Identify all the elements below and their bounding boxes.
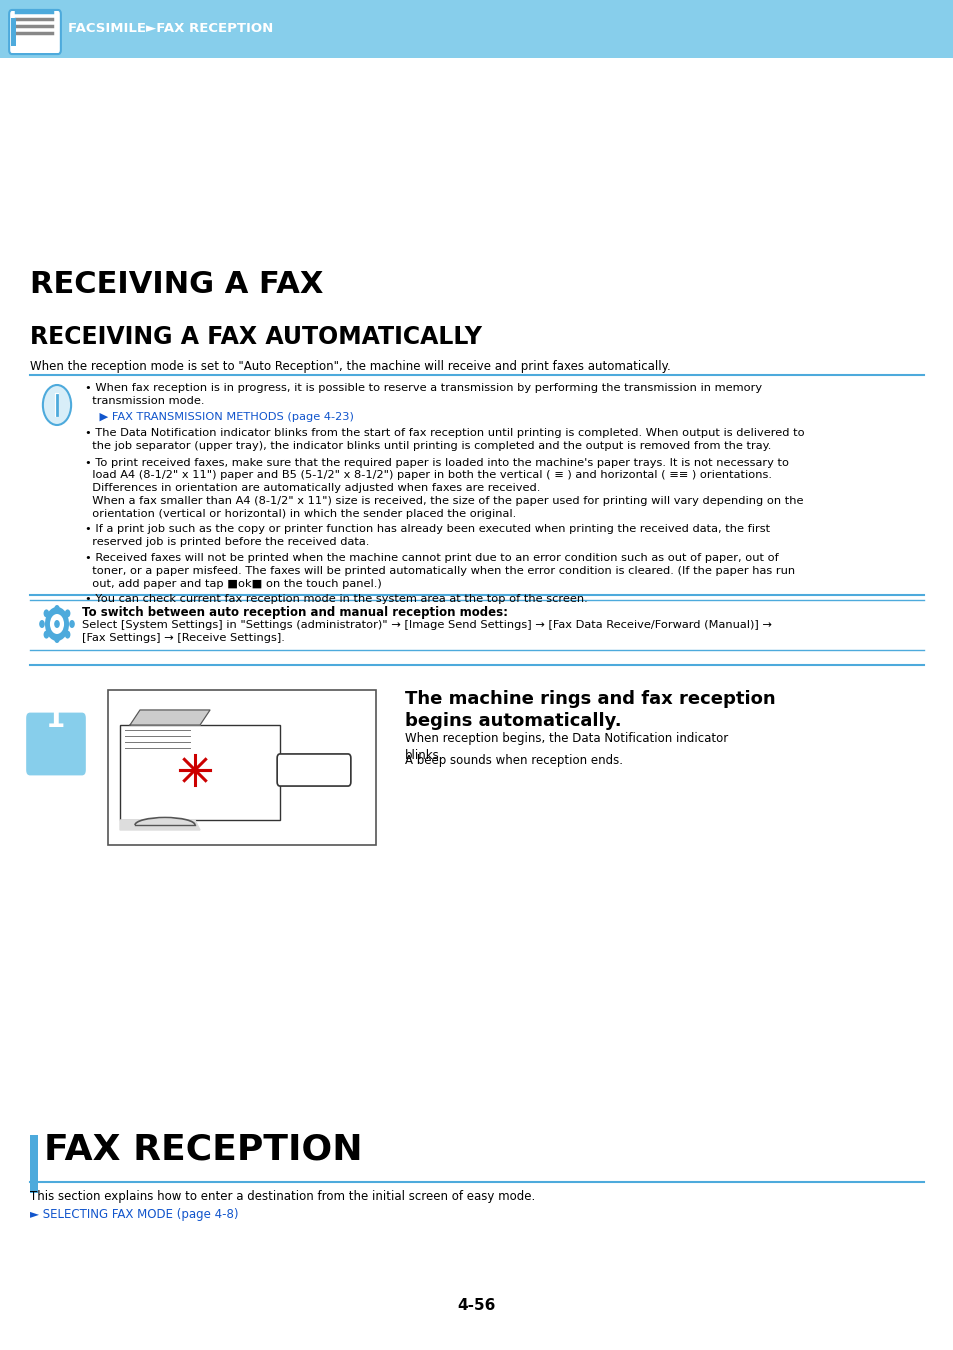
Polygon shape	[130, 710, 210, 725]
Text: FACSIMILE►FAX RECEPTION: FACSIMILE►FAX RECEPTION	[68, 22, 273, 35]
Text: RECEIVING A FAX AUTOMATICALLY: RECEIVING A FAX AUTOMATICALLY	[30, 325, 481, 350]
Bar	[11, 18, 16, 46]
FancyBboxPatch shape	[26, 713, 86, 775]
Text: 4-56: 4-56	[457, 1297, 496, 1312]
Circle shape	[44, 630, 50, 639]
Text: This section explains how to enter a destination from the initial screen of easy: This section explains how to enter a des…	[30, 1189, 535, 1203]
Circle shape	[45, 608, 69, 641]
Circle shape	[65, 609, 71, 617]
Text: • The Data Notification indicator blinks from the start of fax reception until p: • The Data Notification indicator blinks…	[85, 428, 803, 451]
Text: ▶ FAX TRANSMISSION METHODS (page 4-23): ▶ FAX TRANSMISSION METHODS (page 4-23)	[85, 412, 354, 423]
Circle shape	[43, 385, 71, 425]
Text: Select [System Settings] in "Settings (administrator)" → [Image Send Settings] →: Select [System Settings] in "Settings (a…	[82, 620, 771, 643]
Polygon shape	[120, 819, 200, 830]
Text: • If a print job such as the copy or printer function has already been executed : • If a print job such as the copy or pri…	[85, 524, 769, 547]
Circle shape	[65, 630, 71, 639]
Text: To switch between auto reception and manual reception modes:: To switch between auto reception and man…	[82, 606, 507, 620]
Text: When the reception mode is set to "Auto Reception", the machine will receive and: When the reception mode is set to "Auto …	[30, 360, 670, 373]
FancyBboxPatch shape	[10, 9, 61, 54]
Bar	[30, 1135, 38, 1193]
Bar	[120, 725, 280, 819]
Text: A beep sounds when reception ends.: A beep sounds when reception ends.	[405, 755, 622, 767]
Circle shape	[54, 620, 60, 628]
Circle shape	[70, 620, 74, 628]
Circle shape	[39, 620, 45, 628]
Text: The machine rings and fax reception
begins automatically.: The machine rings and fax reception begi…	[405, 690, 775, 730]
FancyBboxPatch shape	[277, 753, 351, 786]
Circle shape	[50, 614, 64, 634]
Text: • To print received faxes, make sure that the required paper is loaded into the : • To print received faxes, make sure tha…	[85, 458, 802, 518]
Bar	[0, 0, 953, 58]
Text: When reception begins, the Data Notification indicator
blinks.: When reception begins, the Data Notifica…	[405, 732, 727, 761]
Text: 1: 1	[47, 705, 66, 733]
Circle shape	[54, 605, 60, 613]
Text: • When fax reception is in progress, it is possible to reserve a transmission by: • When fax reception is in progress, it …	[85, 383, 761, 406]
Circle shape	[44, 609, 50, 617]
Text: • Received faxes will not be printed when the machine cannot print due to an err: • Received faxes will not be printed whe…	[85, 554, 794, 589]
Text: Beep: Beep	[297, 760, 331, 774]
Circle shape	[54, 634, 60, 643]
Bar	[108, 690, 375, 845]
Text: RECEIVING A FAX: RECEIVING A FAX	[30, 270, 323, 298]
Text: ► SELECTING FAX MODE (page 4-8): ► SELECTING FAX MODE (page 4-8)	[30, 1208, 238, 1220]
Text: • You can check current fax reception mode in the system area at the top of the : • You can check current fax reception mo…	[85, 594, 587, 605]
Text: FAX RECEPTION: FAX RECEPTION	[44, 1133, 362, 1166]
